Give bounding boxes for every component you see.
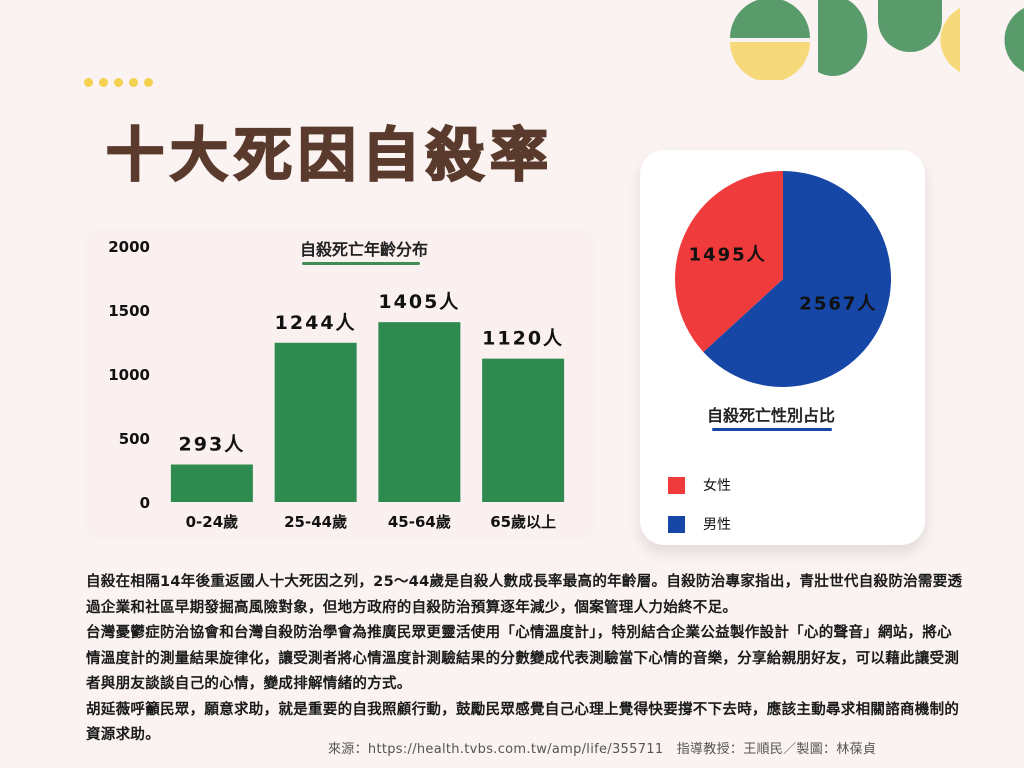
pie-chart: 1495人 2567人 xyxy=(675,171,891,388)
pie-chart-title: 自殺死亡性別占比 xyxy=(707,406,836,425)
bar-chart: 0 500 1000 1500 2000 293人 0-24歲 1244人 25-44歲 1405… xyxy=(108,238,565,531)
y-tick-label: 0 xyxy=(140,494,150,512)
decorative-dots xyxy=(84,78,153,87)
legend-label-female: 女性 xyxy=(703,478,731,494)
green-u-shape xyxy=(878,0,942,52)
x-tick-label: 45-64歲 xyxy=(388,513,451,531)
bar-data-label: 293人 xyxy=(179,433,246,455)
legend-item-female: 女性 xyxy=(668,475,731,495)
bar xyxy=(170,464,253,502)
yellow-half-circle-shape xyxy=(730,42,810,80)
pie-data-label: 1495人 xyxy=(689,245,767,266)
y-tick-label: 2000 xyxy=(108,238,150,256)
bar xyxy=(274,342,357,502)
bar-data-label: 1120人 xyxy=(482,328,564,350)
x-tick-label: 25-44歲 xyxy=(284,513,347,531)
source-credit: 來源：https://health.tvbs.com.tw/amp/life/3… xyxy=(328,742,877,757)
green-half-circle-shape xyxy=(730,0,810,38)
legend-item-male: 男性 xyxy=(668,514,731,534)
legend-swatch-male xyxy=(668,515,685,533)
legend-label-male: 男性 xyxy=(703,517,731,533)
legend-swatch-female xyxy=(668,476,685,494)
article-body: 自殺在相隔14年後重返國人十大死因之列，25～44歲是自殺人數成長率最高的年齡層… xyxy=(86,570,966,749)
paragraph-1: 自殺在相隔14年後重返國人十大死因之列，25～44歲是自殺人數成長率最高的年齡層… xyxy=(86,574,963,616)
paragraph-3: 胡延薇呼籲民眾，願意求助，就是重要的自我照顧行動，鼓勵民眾感覺自己心理上覺得快要… xyxy=(86,701,960,744)
page-title: 十大死因自殺率 xyxy=(105,120,555,190)
paragraph-2: 台灣憂鬱症防治協會和台灣自殺防治學會為推廣民眾更靈活使用「心情溫度計」，特別結合… xyxy=(86,625,960,692)
bar xyxy=(378,322,461,502)
y-tick-label: 1500 xyxy=(108,302,150,320)
y-tick-label: 1000 xyxy=(108,366,150,384)
green-d-shape xyxy=(818,0,868,77)
bar-chart-title-underline xyxy=(302,262,420,265)
pie-slice-male xyxy=(703,171,891,388)
y-tick-label: 500 xyxy=(119,430,150,448)
pie-slice-female xyxy=(675,171,783,352)
pie-chart-title-underline xyxy=(712,428,832,431)
bar xyxy=(482,358,565,502)
bar-data-label: 1405人 xyxy=(378,291,460,313)
x-tick-label: 65歲以上 xyxy=(490,513,556,531)
bar-data-label: 1244人 xyxy=(275,312,357,334)
yellow-quarter-shape xyxy=(940,8,960,72)
bar-chart-title: 自殺死亡年齡分布 xyxy=(300,240,429,259)
decorative-shapes xyxy=(730,0,1024,80)
green-quarter-shape xyxy=(1004,8,1024,72)
pie-data-label: 2567人 xyxy=(799,293,877,314)
x-tick-label: 0-24歲 xyxy=(186,513,239,531)
